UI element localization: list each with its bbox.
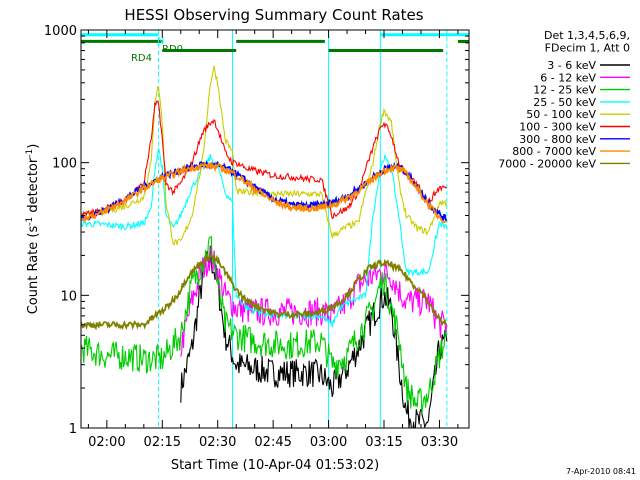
- legend-label-2: 12 - 25 keV: [533, 84, 596, 97]
- x-tick-label-6: 03:30: [421, 435, 458, 450]
- y-axis-label-text: Count Rate (s: [26, 226, 41, 315]
- y-tick-label-1: 10: [60, 289, 77, 304]
- x-tick-label-0: 02:00: [88, 435, 125, 450]
- y-tick-label-3: 1000: [44, 24, 77, 39]
- footer-timestamp: 7-Apr-2010 08:41: [566, 467, 636, 476]
- legend-label-3: 25 - 50 keV: [533, 96, 596, 109]
- x-tick-label-1: 02:15: [144, 435, 181, 450]
- status-bar-label-1: RD0: [162, 44, 183, 55]
- series-line-7: [81, 161, 447, 224]
- y-axis-label-close: ): [26, 144, 41, 149]
- series-line-2: [81, 235, 448, 414]
- legend: Det 1,3,4,5,6,9,FDecim 1, Att 0 3 - 6 keV…: [498, 29, 630, 170]
- x-tick-label-2: 02:30: [199, 435, 236, 450]
- y-tick-label-0: 1: [69, 422, 77, 437]
- legend-label-0: 3 - 6 keV: [547, 59, 596, 72]
- series-line-8: [81, 252, 448, 331]
- x-axis: 02:00 02:15 02:30 02:45 03:00 03:15 03:30: [87, 30, 459, 450]
- legend-label-4: 50 - 100 keV: [526, 108, 596, 121]
- x-axis-label: Start Time (10-Apr-04 01:53:02): [171, 458, 379, 473]
- legend-label-6: 300 - 800 keV: [519, 133, 596, 146]
- chart-title: HESSI Observing Summary Count Rates: [124, 6, 423, 24]
- plot-frame: [80, 29, 470, 429]
- x-tick-label-5: 03:15: [365, 435, 402, 450]
- status-bar-label-0: N: [157, 36, 164, 47]
- series-line-4: [81, 65, 448, 246]
- y-axis-label-exp1: -1: [25, 217, 35, 226]
- x-tick-label-4: 03:00: [310, 435, 347, 450]
- plot-area: [81, 30, 469, 428]
- legend-label-1: 6 - 12 keV: [540, 71, 596, 84]
- y-axis-label-unit: detector: [26, 157, 41, 217]
- legend-label-8: 7000 - 20000 keV: [498, 157, 596, 170]
- y-axis: 1 10 100 1000: [44, 24, 469, 437]
- legend-label-5: 100 - 300 keV: [519, 121, 596, 134]
- y-tick-label-2: 100: [52, 157, 77, 172]
- legend-header-0: Det 1,3,4,5,6,9,: [544, 29, 630, 42]
- legend-header-1: FDecim 1, Att 0: [545, 42, 630, 55]
- x-tick-label-3: 02:45: [254, 435, 291, 450]
- y-axis-label-exp2: -1: [25, 149, 35, 158]
- series-line-0: [180, 245, 448, 428]
- y-axis-label: Count Rate (s-1 detector-1): [25, 144, 41, 315]
- series-line-5: [81, 100, 448, 220]
- legend-label-7: 800 - 7000 keV: [512, 145, 596, 158]
- status-bar-label-2: RD4: [131, 53, 152, 64]
- series-line-3: [81, 148, 448, 328]
